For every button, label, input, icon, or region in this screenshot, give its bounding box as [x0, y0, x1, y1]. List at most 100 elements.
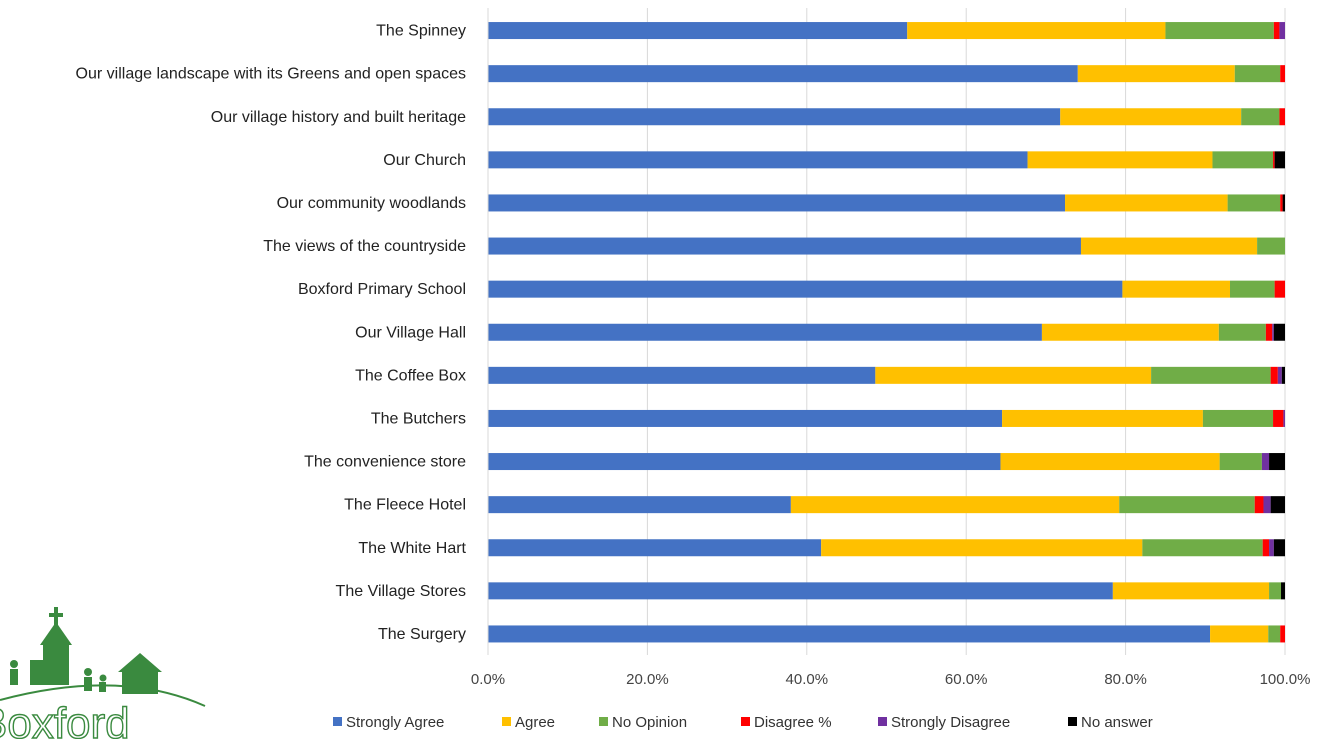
category-label: The convenience store — [304, 454, 466, 471]
bar-segment — [1060, 108, 1242, 126]
legend-label: Disagree % — [754, 714, 832, 731]
bar-segment — [488, 582, 1113, 600]
bar-segment — [1234, 65, 1281, 83]
bar-segment — [1283, 409, 1285, 427]
category-label: Our Village Hall — [355, 324, 466, 341]
bar-segment — [1151, 366, 1271, 384]
category-label: The Fleece Hotel — [344, 497, 466, 514]
category-label: Our village landscape with its Greens an… — [76, 66, 466, 83]
category-label: Our village history and built heritage — [211, 109, 466, 126]
category-label: Our community woodlands — [277, 195, 466, 212]
bar-segment — [488, 496, 791, 514]
category-label: The White Hart — [358, 540, 466, 557]
x-tick-label: 80.0% — [1104, 671, 1147, 688]
bar-segment — [1212, 151, 1274, 169]
bar-segment — [1274, 151, 1285, 169]
logo-hill — [0, 684, 206, 707]
bar-segment — [1262, 539, 1270, 557]
bar-segment — [488, 108, 1061, 126]
category-label: Boxford Primary School — [298, 281, 466, 298]
house-icon — [118, 653, 162, 694]
bar-segment — [1080, 237, 1258, 255]
bar-segment — [1273, 539, 1285, 557]
bar-segment — [1265, 323, 1273, 341]
bar-segment — [1279, 22, 1285, 40]
bar-segment — [488, 323, 1042, 341]
bar-segment — [1122, 280, 1231, 298]
x-tick-label: 20.0% — [626, 671, 669, 688]
category-label: The Spinney — [376, 23, 466, 40]
church-icon — [30, 607, 72, 685]
legend-swatch — [599, 717, 608, 726]
bar-segment — [1065, 194, 1228, 212]
bar-segment — [1112, 582, 1270, 600]
bar-segment — [1230, 280, 1275, 298]
bar-segment — [488, 625, 1211, 643]
bar-segment — [1268, 625, 1281, 643]
bar-segment — [1202, 409, 1274, 427]
bar-segment — [1165, 22, 1274, 40]
bar-segment — [1254, 496, 1264, 514]
legend-label: Agree — [515, 714, 555, 731]
bar-segment — [1263, 496, 1271, 514]
bar-segment — [907, 22, 1166, 40]
bar-segment — [1281, 366, 1285, 384]
legend-label: No Opinion — [612, 714, 687, 731]
bar-segment — [1270, 496, 1285, 514]
bar-segment — [1119, 496, 1255, 514]
bar-segment — [488, 151, 1028, 169]
family-icon — [10, 660, 107, 692]
category-label: Our Church — [383, 152, 466, 169]
bar-segment — [488, 539, 822, 557]
bar-segment — [875, 366, 1152, 384]
bars — [488, 22, 1285, 643]
category-label: The Surgery — [378, 626, 466, 643]
bar-segment — [488, 194, 1066, 212]
bar-segment — [1227, 194, 1281, 212]
x-tick-label: 60.0% — [945, 671, 988, 688]
bar-segment — [1273, 151, 1275, 169]
bar-segment — [1273, 22, 1280, 40]
bar-segment — [1269, 539, 1274, 557]
bar-segment — [1241, 108, 1280, 126]
bar-segment — [1273, 323, 1285, 341]
bar-segment — [1261, 453, 1270, 471]
bar-segment — [1277, 366, 1282, 384]
bar-segment — [488, 65, 1078, 83]
legend-label: No answer — [1081, 714, 1153, 731]
bar-segment — [1280, 65, 1285, 83]
legend-swatch — [502, 717, 511, 726]
category-label: The Village Stores — [336, 583, 466, 600]
bar-segment — [1270, 366, 1278, 384]
bar-segment — [1219, 453, 1262, 471]
category-label: The Coffee Box — [355, 367, 466, 384]
category-label: The views of the countryside — [263, 238, 466, 255]
bar-segment — [1273, 409, 1284, 427]
bar-segment — [488, 22, 908, 40]
bar-segment — [488, 366, 876, 384]
bar-segment — [488, 280, 1123, 298]
boxford-logo: Boxford — [0, 607, 206, 739]
bar-segment — [1269, 453, 1285, 471]
bar-segment — [1002, 409, 1203, 427]
legend-swatch — [1068, 717, 1077, 726]
category-labels: The Spinney Our village landscape with it… — [76, 23, 467, 643]
bar-segment — [1000, 453, 1220, 471]
x-tick-label: 40.0% — [786, 671, 829, 688]
x-axis-tick-labels: 0.0% 20.0% 40.0% 60.0% 80.0% 100.0% — [471, 671, 1311, 688]
bar-segment — [1077, 65, 1235, 83]
legend: Strongly Agree Agree No Opinion Disagree % S… — [333, 714, 1153, 731]
bar-segment — [821, 539, 1143, 557]
x-tick-label: 0.0% — [471, 671, 505, 688]
bar-segment — [488, 237, 1081, 255]
bar-segment — [1272, 323, 1274, 341]
bar-segment — [488, 453, 1001, 471]
bar-segment — [1282, 194, 1285, 212]
bar-segment — [1280, 194, 1283, 212]
bar-segment — [1027, 151, 1213, 169]
legend-label: Strongly Disagree — [891, 714, 1010, 731]
bar-segment — [1280, 625, 1285, 643]
bar-segment — [790, 496, 1120, 514]
bar-segment — [1279, 108, 1285, 126]
